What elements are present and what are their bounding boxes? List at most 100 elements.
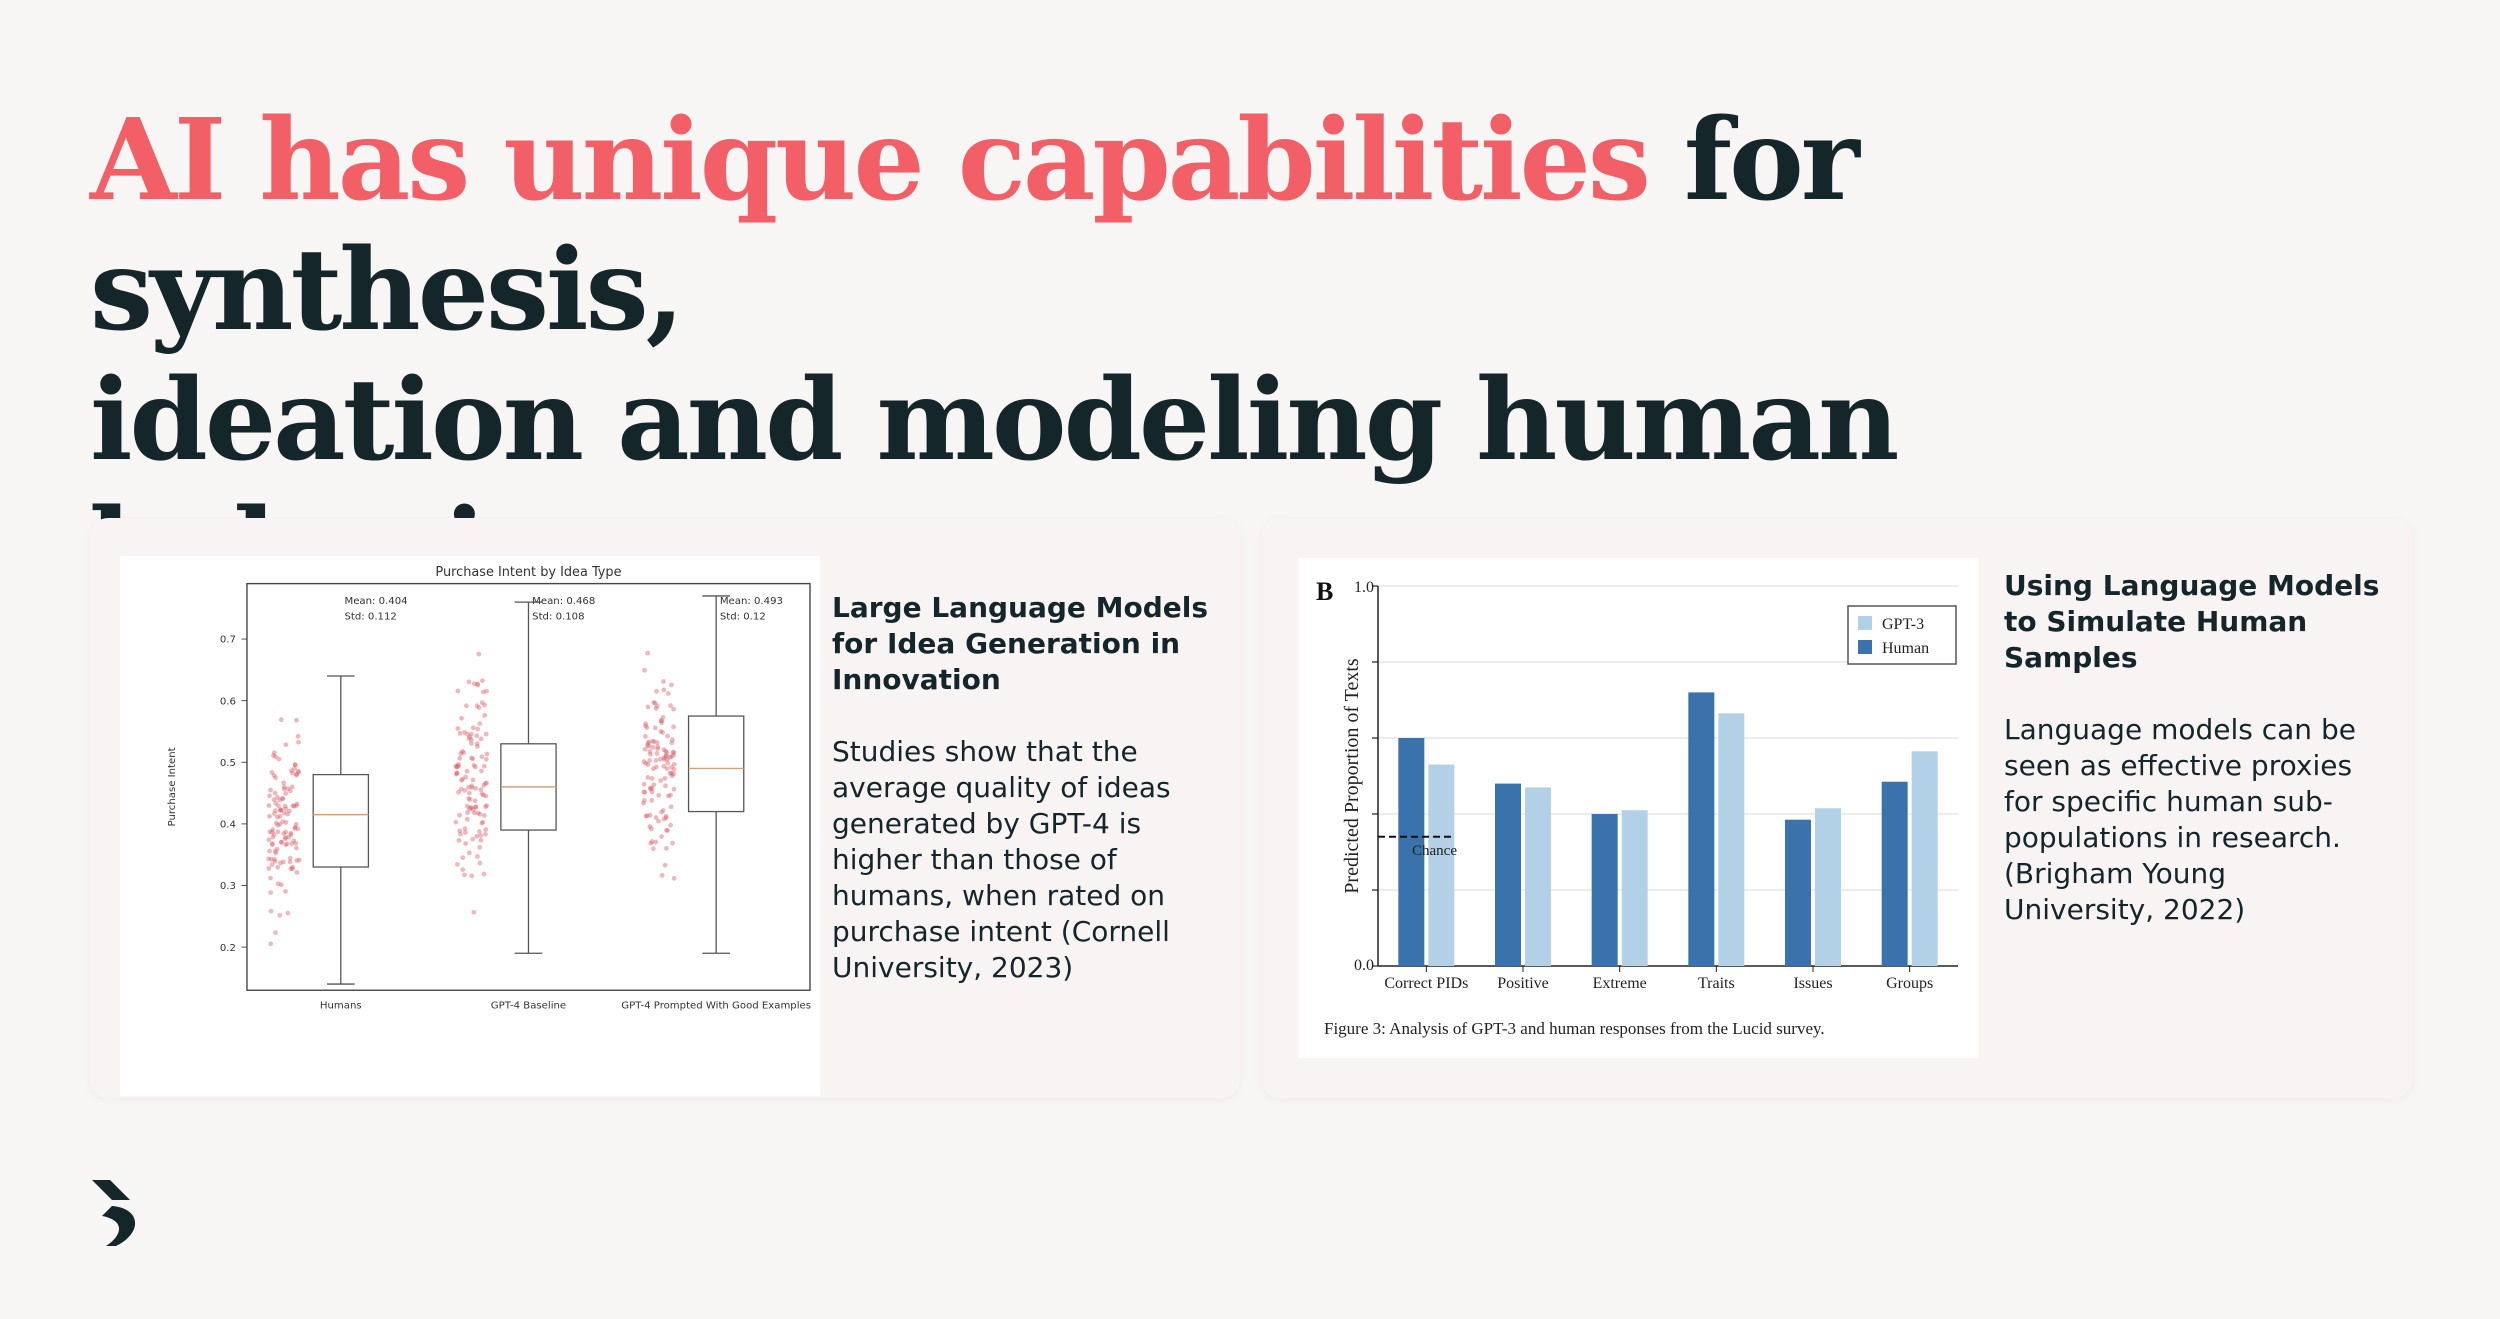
boxplot-data-point	[663, 753, 669, 759]
boxplot-data-point	[272, 790, 278, 796]
boxplot-data-point	[663, 753, 669, 759]
boxplot-data-point	[277, 813, 283, 819]
boxplot-data-point	[277, 797, 283, 803]
boxplot-data-point	[664, 845, 669, 851]
boxplot-data-point	[269, 842, 275, 848]
boxplot-data-point	[273, 930, 278, 935]
boxplot-data-point	[275, 795, 280, 800]
boxplot-data-point	[289, 784, 295, 790]
boxplot-data-point	[659, 834, 664, 839]
boxplot-data-point	[267, 813, 272, 819]
boxplot-data-point	[458, 786, 464, 792]
boxplot-data-point	[270, 834, 276, 840]
boxplot-data-point	[651, 782, 657, 788]
boxplot-data-point	[289, 768, 294, 773]
bar-x-tick-label: Groups	[1886, 975, 1933, 992]
boxplot-data-point	[471, 681, 477, 687]
boxplot-data-point	[458, 831, 463, 837]
boxplot-data-point	[273, 808, 278, 813]
boxplot-data-point	[651, 739, 657, 744]
boxplot-y-axis-label: Purchase Intent	[167, 747, 178, 826]
boxplot-data-point	[671, 761, 677, 767]
boxplot-data-point	[293, 762, 298, 768]
figure-caption: Figure 3: Analysis of GPT-3 and human re…	[1324, 1019, 1825, 1038]
boxplot-data-point	[482, 712, 488, 718]
boxplot-data-point	[278, 807, 284, 813]
boxplot-data-point	[296, 769, 302, 775]
boxplot-data-point	[654, 751, 660, 756]
boxplot-data-point	[473, 804, 479, 810]
boxplot-data-point	[294, 858, 300, 863]
boxplot-y-tick-label: 0.7	[220, 635, 236, 646]
boxplot-data-point	[266, 866, 272, 871]
boxplot-data-point	[659, 720, 665, 726]
boxplot-data-point	[459, 777, 464, 783]
boxplot-data-point	[650, 745, 656, 750]
boxplot-data-point	[470, 756, 476, 762]
boxplot-data-point	[480, 689, 486, 695]
boxplot-data-point	[480, 792, 486, 798]
boxplot-data-point	[647, 749, 653, 754]
boxplot-data-point	[273, 775, 278, 781]
boxplot-data-point	[661, 687, 667, 693]
bar-gpt3	[1621, 810, 1648, 966]
boxplot-data-point	[454, 770, 460, 776]
bar-gpt3	[1815, 808, 1841, 966]
bar-human	[1785, 819, 1811, 966]
legend-swatch-gpt3	[1858, 616, 1872, 630]
boxplot-data-point	[480, 678, 485, 683]
bar-human	[1495, 783, 1521, 966]
boxplot-data-point	[671, 706, 676, 712]
boxplot-data-point	[663, 815, 669, 821]
boxplot-data-point	[277, 912, 283, 918]
boxplot-data-point	[277, 821, 283, 827]
boxplot-data-point	[268, 941, 274, 947]
boxplot-data-point	[467, 797, 473, 802]
boxplot-data-point	[268, 856, 274, 862]
boxplot-data-point	[670, 749, 676, 755]
boxplot-data-point	[268, 875, 273, 881]
boxplot-data-point	[286, 834, 292, 840]
boxplot-data-point	[278, 717, 284, 723]
boxplot-data-point	[470, 836, 476, 842]
boxplot-data-point	[283, 819, 289, 825]
boxplot-data-point	[647, 758, 653, 763]
boxplot-data-point	[294, 772, 299, 778]
boxplot-data-point	[671, 767, 677, 772]
boxplot-data-point	[278, 839, 284, 845]
boxplot-data-point	[484, 688, 489, 694]
boxplot-data-point	[457, 828, 463, 834]
boxplot-data-point	[474, 703, 480, 709]
boxplot-data-point	[271, 753, 276, 758]
boxplot-data-point	[655, 746, 661, 752]
boxplot-data-point	[463, 841, 469, 846]
boxplot-data-point	[645, 704, 651, 710]
boxplot-data-point	[656, 818, 661, 824]
boxplot-data-point	[282, 803, 288, 809]
boxplot-data-point	[293, 840, 299, 846]
boxplot-data-point	[281, 859, 286, 865]
boxplot-data-point	[465, 810, 470, 816]
boxplot-data-point	[661, 747, 667, 753]
boxplot-data-point	[656, 792, 662, 798]
boxplot-data-point	[275, 814, 280, 820]
boxplot-data-point	[649, 839, 655, 844]
boxplot-data-point	[294, 717, 299, 723]
boxplot-data-point	[642, 746, 648, 752]
boxplot-data-point	[671, 750, 677, 755]
boxplot-data-point	[641, 759, 647, 765]
card-body-idea-generation: Studies show that the average quality of…	[832, 735, 1171, 984]
boxplot-data-point	[294, 801, 300, 807]
boxplot-data-point	[266, 837, 272, 843]
boxplot-data-point	[463, 830, 468, 835]
boxplot-data-point	[466, 679, 472, 685]
boxplot-data-point	[472, 810, 477, 816]
boxplot-data-point	[653, 839, 659, 845]
boxplot-data-point	[643, 733, 648, 739]
boxplot-data-point	[475, 726, 481, 732]
boxplot-data-point	[483, 804, 488, 810]
boxplot-data-point	[668, 822, 674, 828]
boxplot-data-point	[267, 848, 272, 854]
boxplot-data-point	[643, 723, 649, 729]
boxplot-data-point	[665, 760, 671, 766]
